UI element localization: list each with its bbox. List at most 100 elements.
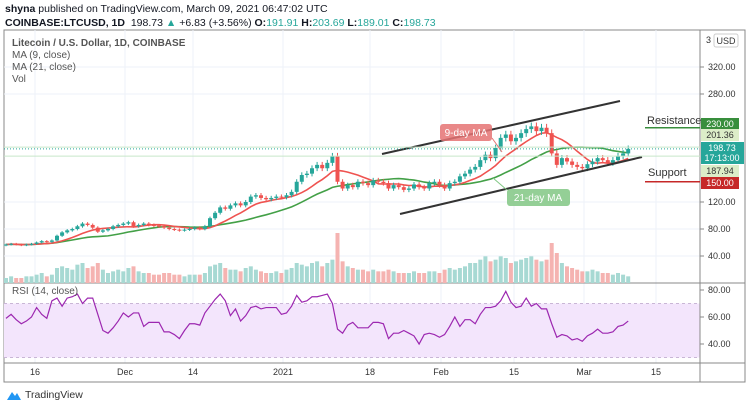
volume-bar <box>253 269 258 283</box>
volume-bar <box>9 276 14 283</box>
channel-upper-line <box>381 100 621 155</box>
candle <box>549 133 554 154</box>
volume-bar <box>192 274 197 283</box>
price-marker-label: 230.00 <box>706 119 734 129</box>
volume-bar <box>391 271 396 283</box>
volume-bar <box>575 269 580 283</box>
volume-bar <box>610 274 615 283</box>
volume-bar <box>605 273 610 283</box>
volume-bar <box>361 269 365 283</box>
volume-bar <box>595 271 600 283</box>
candle <box>442 185 447 189</box>
volume-bar <box>396 273 401 283</box>
volume-bar <box>259 271 263 283</box>
legend-ma9[interactable]: MA (9, close) <box>12 50 71 61</box>
volume-bar <box>417 273 422 283</box>
candle <box>39 241 44 243</box>
candle <box>202 226 207 229</box>
volume-bar <box>432 271 437 283</box>
legend-ma21[interactable]: MA (21, close) <box>12 62 76 73</box>
rsi-tick: 80.00 <box>708 285 731 295</box>
volume-bar <box>248 266 253 283</box>
legend-vol[interactable]: Vol <box>12 74 26 85</box>
support-label: Support <box>648 167 687 179</box>
volume-bar <box>243 268 248 283</box>
volume-bar <box>213 264 218 283</box>
ma21-callout-text: 21-day MA <box>514 193 563 204</box>
volume-bar <box>151 274 156 283</box>
candle <box>575 164 580 167</box>
volume-bar <box>136 271 141 283</box>
volume-bar <box>106 273 110 283</box>
volume-bar <box>75 264 80 283</box>
candle <box>315 164 320 169</box>
candle <box>345 185 350 189</box>
symbol-line: COINBASE:LTCUSD, 1D 198.73 ▲ +6.83 (+3.5… <box>5 17 436 29</box>
volume-bar <box>616 273 620 283</box>
volume-bar <box>299 264 304 283</box>
legend-rsi[interactable]: RSI (14, close) <box>12 286 79 297</box>
volume-bar <box>381 271 386 283</box>
volume-bar <box>279 273 284 283</box>
candle <box>396 185 401 188</box>
candle <box>238 203 243 206</box>
channel-lower-line <box>399 156 643 215</box>
volume-bar <box>376 271 381 283</box>
resistance-label: Resistance <box>647 115 701 127</box>
price-tick: 3 <box>706 35 711 45</box>
volume-bar <box>55 268 59 283</box>
candle <box>248 196 253 202</box>
volume-bar <box>401 273 406 283</box>
volume-bar <box>264 273 269 283</box>
candle <box>44 241 49 243</box>
volume-bar <box>549 243 554 283</box>
candle <box>162 226 167 228</box>
candle <box>626 148 631 154</box>
candle <box>386 183 391 189</box>
tradingview-logo[interactable]: TradingView <box>6 389 83 401</box>
candle <box>116 224 121 227</box>
open-value: 191.91 <box>266 17 299 29</box>
candle <box>539 127 544 132</box>
candle <box>121 223 126 225</box>
candle <box>529 126 534 130</box>
publish-line: shyna published on TradingView.com, Marc… <box>5 3 328 15</box>
candle <box>24 244 29 246</box>
legend-title: Litecoin / U.S. Dollar, 1D, COINBASE <box>12 38 186 49</box>
candle <box>146 223 151 225</box>
symbol: COINBASE:LTCUSD, 1D <box>5 17 125 29</box>
volume-bar <box>228 269 233 283</box>
volume-bar <box>514 261 518 283</box>
volume-bar <box>141 273 146 283</box>
volume-bar <box>95 263 100 283</box>
volume-bar <box>585 271 590 283</box>
candle <box>294 181 299 192</box>
volume-bar <box>447 268 452 283</box>
countdown-label: 17:13:00 <box>704 153 739 163</box>
candle <box>141 223 146 225</box>
publish-info: published on TradingView.com, March 09, … <box>38 3 328 15</box>
volume-bar <box>162 273 167 283</box>
candle <box>350 185 355 188</box>
candle <box>70 229 75 231</box>
volume-bar <box>44 276 49 283</box>
candle <box>340 181 345 189</box>
price-marker-label: 187.94 <box>706 166 734 176</box>
candle <box>508 134 513 142</box>
volume-bar <box>116 269 121 283</box>
volume-bar <box>49 274 54 283</box>
volume-bar <box>570 268 575 283</box>
volume-bar <box>539 261 544 283</box>
volume-bar <box>600 273 605 283</box>
volume-bar <box>452 269 457 283</box>
candle <box>192 227 197 229</box>
candle <box>218 207 223 213</box>
ma9-callout-pointer <box>491 137 503 153</box>
time-tick: 2021 <box>273 367 293 377</box>
candle <box>136 224 141 227</box>
tradingview-cloud-icon <box>7 392 21 400</box>
high-label: H: <box>301 17 313 29</box>
volume-bar <box>483 256 488 283</box>
volume-bar <box>565 266 569 283</box>
